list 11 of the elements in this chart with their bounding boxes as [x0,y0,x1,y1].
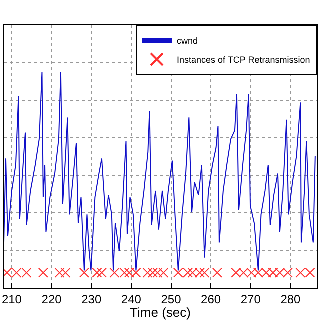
x-tick-label: 260 [201,292,222,306]
x-tick-label: 230 [82,292,102,306]
x-tick-label: 250 [161,292,182,306]
x-tick-label: 280 [280,292,302,306]
x-tick-label: 270 [240,292,262,306]
x-tick-label: 220 [42,292,62,306]
legend-label: Instances of TCP Retransmission [177,55,310,66]
legend-label: cwnd [177,36,198,46]
x-tick-label: 210 [2,292,22,306]
x-axis-title: Time (sec) [130,305,191,320]
x-tick-label: 240 [121,292,142,306]
